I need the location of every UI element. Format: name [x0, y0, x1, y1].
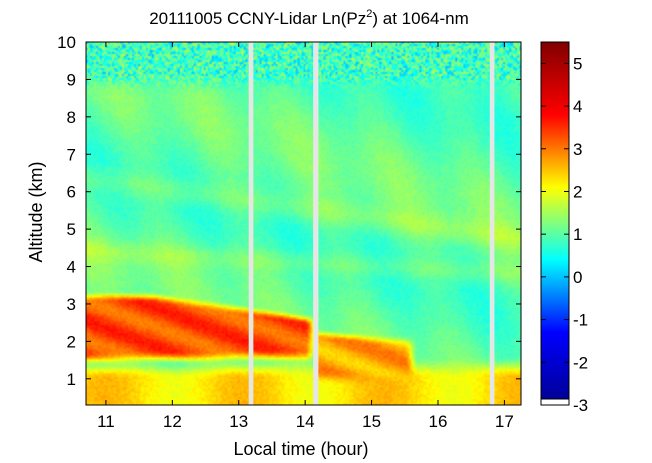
chart-title: 20111005 CCNY-Lidar Ln(Pz2) at 1064-nm	[149, 8, 469, 28]
x-tick-label: 15	[362, 412, 381, 431]
plot-area	[85, 41, 522, 406]
chart-title-suffix: ) at 1064-nm	[372, 9, 468, 28]
y-tick-label: 3	[67, 295, 76, 314]
colorbar-scale	[540, 41, 570, 406]
y-axis: 1 2 3 4 5 6 7 8 9 10	[57, 33, 521, 389]
data-gap	[248, 42, 254, 405]
x-tick-label: 12	[163, 412, 182, 431]
chart-title-main: 20111005 CCNY-Lidar Ln(Pz	[149, 9, 366, 28]
colorbar-tick-label: 3	[573, 140, 582, 159]
y-tick-label: 10	[57, 33, 76, 52]
chart-title-superscript: 2	[366, 8, 372, 20]
y-tick-label: 2	[67, 332, 76, 351]
colorbar-tick-label: -1	[573, 311, 588, 330]
colorbar-missing-swatch	[540, 398, 570, 406]
x-tick-label: 16	[429, 412, 448, 431]
data-gap	[489, 42, 495, 405]
x-axis-label: Local time (hour)	[233, 439, 368, 459]
colorbar-tick-label: 2	[573, 182, 582, 201]
colorbar-tick-label: -2	[573, 353, 588, 372]
data-gap-layer	[248, 42, 495, 405]
x-tick-label: 13	[229, 412, 248, 431]
y-tick-label: 5	[67, 220, 76, 239]
x-tick-label: 11	[97, 412, 115, 431]
x-axis: 11 12 13 14 15 16 17	[97, 42, 514, 431]
y-tick-label: 1	[67, 370, 76, 389]
colorbar-tick-label: 0	[573, 268, 582, 287]
y-axis-label: Altitude (km)	[26, 161, 46, 262]
heatmap-image	[86, 42, 521, 405]
plot-frame	[85, 41, 522, 406]
colorbar-tick-label: 5	[573, 54, 582, 73]
colorbar: -3 -2 -1 0 1 2 3 4 5	[540, 41, 588, 415]
colorbar-tick-label: 4	[573, 97, 582, 116]
y-tick-label: 7	[67, 145, 76, 164]
x-tick-label: 14	[296, 412, 315, 431]
data-gap	[313, 42, 319, 405]
colorbar-tick-label: -3	[573, 396, 588, 415]
y-tick-label: 9	[67, 70, 76, 89]
colorbar-ticks: -3 -2 -1 0 1 2 3 4 5	[540, 54, 588, 415]
colorbar-tick-label: 1	[573, 225, 582, 244]
y-tick-label: 4	[67, 258, 76, 277]
x-tick-label: 17	[495, 412, 514, 431]
y-tick-label: 6	[67, 183, 76, 202]
y-tick-label: 8	[67, 108, 76, 127]
